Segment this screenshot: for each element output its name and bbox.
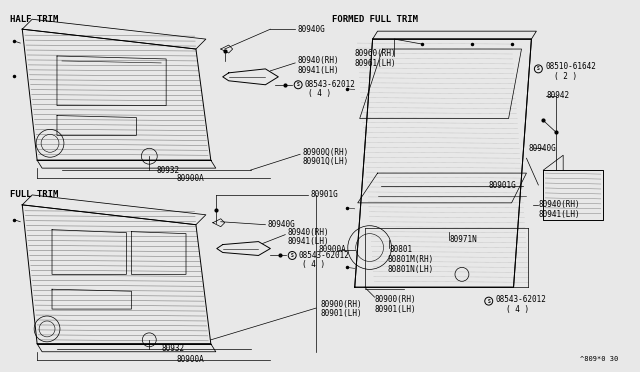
- Text: 80900(RH): 80900(RH): [374, 295, 416, 304]
- Text: 80971N: 80971N: [449, 235, 477, 244]
- Text: 80900A: 80900A: [176, 174, 204, 183]
- Text: 08543-62012: 08543-62012: [304, 80, 355, 89]
- Text: 80801N(LH): 80801N(LH): [387, 265, 434, 274]
- Text: ( 4 ): ( 4 ): [506, 305, 529, 314]
- Text: 80900A: 80900A: [176, 355, 204, 364]
- Text: ( 4 ): ( 4 ): [308, 89, 332, 98]
- Text: S: S: [291, 253, 294, 258]
- Text: 80900Q(RH): 80900Q(RH): [302, 148, 348, 157]
- Text: 80940G: 80940G: [297, 25, 325, 34]
- Text: 80940G: 80940G: [529, 144, 556, 153]
- Text: 80942: 80942: [547, 91, 570, 100]
- Text: 08543-62012: 08543-62012: [298, 251, 349, 260]
- Text: 80900(RH): 80900(RH): [320, 299, 362, 309]
- Text: 80932: 80932: [161, 344, 184, 353]
- Text: 80940(RH): 80940(RH): [287, 228, 329, 237]
- Text: S: S: [297, 82, 300, 87]
- Text: ^809*0 30: ^809*0 30: [579, 356, 618, 362]
- Text: 08543-62012: 08543-62012: [495, 295, 547, 304]
- Text: 80901(LH): 80901(LH): [320, 308, 362, 318]
- Text: 80801: 80801: [390, 245, 413, 254]
- Text: 80901(LH): 80901(LH): [374, 305, 416, 314]
- Text: 80960(RH): 80960(RH): [355, 49, 396, 58]
- Text: 80941(LH): 80941(LH): [297, 66, 339, 76]
- Text: 80901Q(LH): 80901Q(LH): [302, 157, 348, 166]
- Text: 80932: 80932: [156, 166, 179, 174]
- Text: 80941(LH): 80941(LH): [287, 237, 329, 246]
- Text: 80900A: 80900A: [318, 245, 346, 254]
- Text: S: S: [537, 66, 540, 71]
- Text: 80940G: 80940G: [268, 220, 295, 229]
- Text: 80941(LH): 80941(LH): [538, 210, 580, 219]
- Text: HALF TRIM: HALF TRIM: [10, 15, 59, 24]
- Text: S: S: [487, 299, 490, 304]
- Text: 80940(RH): 80940(RH): [538, 201, 580, 209]
- Text: 80940(RH): 80940(RH): [297, 57, 339, 65]
- Text: 80901G: 80901G: [310, 190, 338, 199]
- Text: 80961(LH): 80961(LH): [355, 60, 396, 68]
- Text: 80901G: 80901G: [489, 180, 516, 189]
- Text: FULL TRIM: FULL TRIM: [10, 190, 59, 199]
- Text: 08510-61642: 08510-61642: [545, 62, 596, 71]
- Text: ( 4 ): ( 4 ): [302, 260, 325, 269]
- Text: 80801M(RH): 80801M(RH): [387, 255, 434, 264]
- Text: ( 2 ): ( 2 ): [554, 72, 577, 81]
- Text: FORMED FULL TRIM: FORMED FULL TRIM: [332, 15, 418, 24]
- Polygon shape: [223, 69, 278, 85]
